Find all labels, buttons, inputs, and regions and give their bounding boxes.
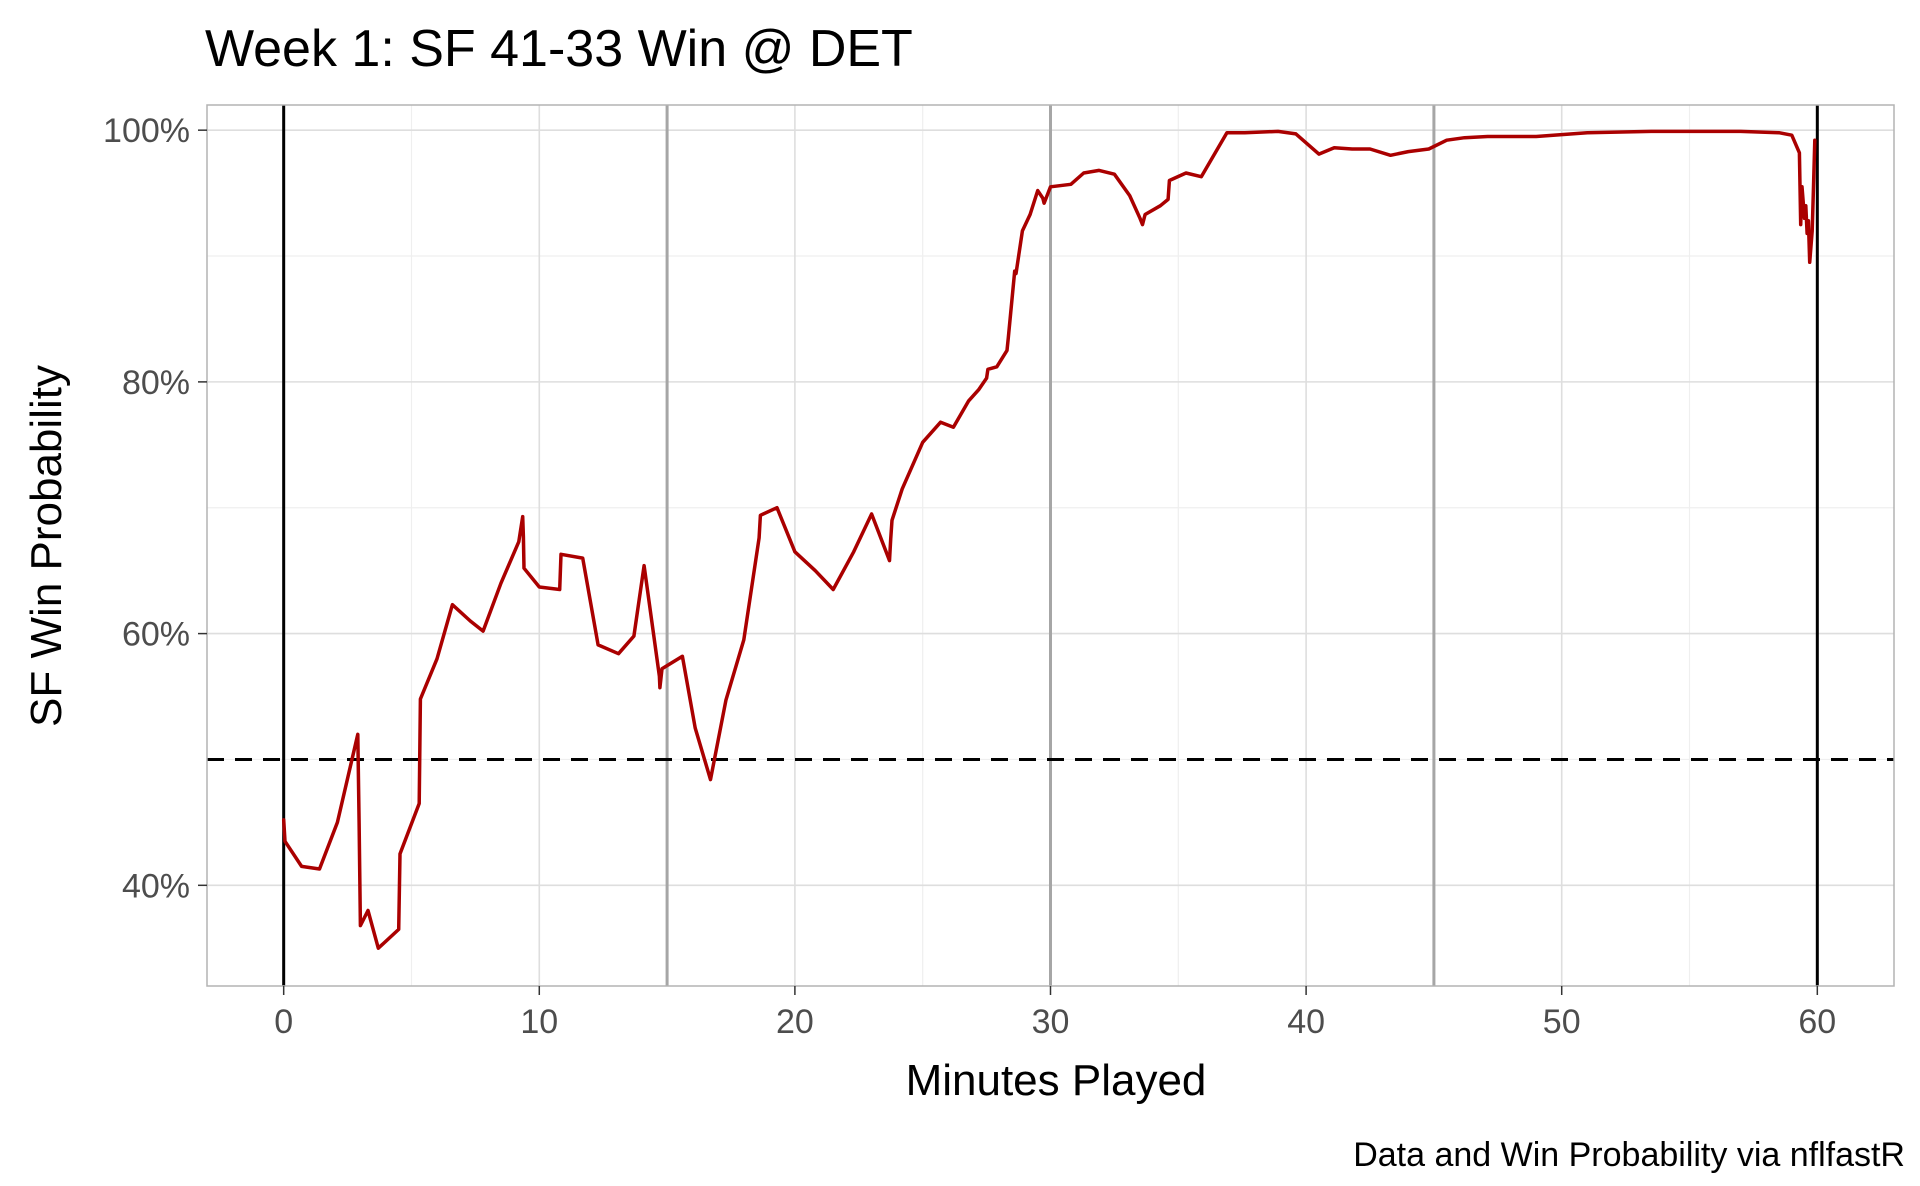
y-axis-title: SF Win Probability xyxy=(22,365,71,727)
x-tick-label: 40 xyxy=(1287,1003,1325,1041)
x-tick-label: 60 xyxy=(1798,1003,1836,1041)
x-axis-ticks: 0 10 20 30 40 50 60 xyxy=(274,986,1836,1041)
x-tick-label: 50 xyxy=(1543,1003,1581,1041)
chart-caption: Data and Win Probability via nflfastR xyxy=(1353,1136,1905,1174)
y-tick-label: 60% xyxy=(122,616,190,654)
y-tick-label: 100% xyxy=(103,112,190,150)
y-tick-label: 80% xyxy=(122,364,190,402)
x-tick-label: 20 xyxy=(776,1003,814,1041)
x-axis-title: Minutes Played xyxy=(906,1056,1207,1105)
y-tick-label: 40% xyxy=(122,867,190,905)
y-axis-ticks: 40% 60% 80% 100% xyxy=(103,112,207,905)
x-tick-label: 0 xyxy=(274,1003,293,1041)
x-tick-label: 30 xyxy=(1032,1003,1070,1041)
x-tick-label: 10 xyxy=(520,1003,558,1041)
chart-title: Week 1: SF 41-33 Win @ DET xyxy=(205,20,913,78)
win-probability-line xyxy=(281,129,1817,950)
quarter-boundary-lines xyxy=(665,105,1436,986)
